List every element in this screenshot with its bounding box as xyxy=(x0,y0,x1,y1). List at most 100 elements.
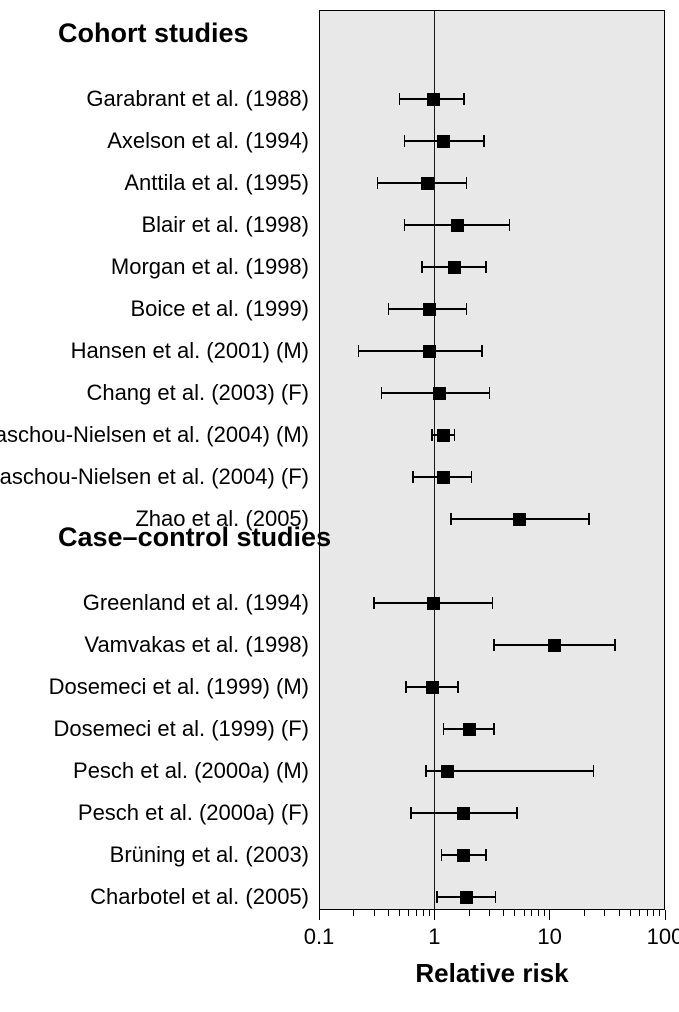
x-tick-minor xyxy=(388,910,389,916)
ci-cap-high xyxy=(463,93,465,105)
ci-line xyxy=(358,350,482,352)
point-estimate xyxy=(457,807,470,820)
ci-cap-low xyxy=(431,429,433,441)
study-label: Hansen et al. (2001) (M) xyxy=(71,338,309,364)
x-tick-minor xyxy=(531,910,532,916)
x-tick-minor xyxy=(514,910,515,916)
study-label: Greenland et al. (1994) xyxy=(83,590,309,616)
x-tick-minor xyxy=(538,910,539,916)
study-label: Brüning et al. (2003) xyxy=(110,842,309,868)
point-estimate xyxy=(423,345,436,358)
ci-cap-low xyxy=(399,93,401,105)
study-label: Raaschou-Nielsen et al. (2004) (F) xyxy=(0,464,309,490)
study-label: Vamvakas et al. (1998) xyxy=(84,632,309,658)
x-tick-minor xyxy=(423,910,424,916)
ci-cap-high xyxy=(516,807,518,819)
ci-cap-low xyxy=(404,135,406,147)
study-label: Chang et al. (2003) (F) xyxy=(86,380,309,406)
ci-cap-low xyxy=(441,849,443,861)
ci-cap-low xyxy=(450,513,452,525)
x-tick-minor xyxy=(647,910,648,916)
x-tick-minor xyxy=(374,910,375,916)
point-estimate xyxy=(423,303,436,316)
point-estimate xyxy=(437,471,450,484)
study-label: Pesch et al. (2000a) (F) xyxy=(78,800,309,826)
x-tick-minor xyxy=(469,910,470,916)
ci-cap-low xyxy=(425,765,427,777)
study-label: Axelson et al. (1994) xyxy=(107,128,309,154)
ci-cap-high xyxy=(493,723,495,735)
point-estimate xyxy=(433,387,446,400)
x-tick-minor xyxy=(503,910,504,916)
reference-line xyxy=(434,10,435,910)
study-label: Raaschou-Nielsen et al. (2004) (M) xyxy=(0,422,309,448)
x-tick-minor xyxy=(524,910,525,916)
ci-cap-low xyxy=(373,597,375,609)
forest-plot-area xyxy=(319,10,665,910)
ci-cap-high xyxy=(588,513,590,525)
ci-cap-high xyxy=(485,849,487,861)
point-estimate xyxy=(463,723,476,736)
ci-cap-low xyxy=(436,891,438,903)
x-tick-minor xyxy=(619,910,620,916)
x-tick-minor xyxy=(489,910,490,916)
x-tick-minor xyxy=(544,910,545,916)
point-estimate xyxy=(460,891,473,904)
ci-cap-high xyxy=(495,891,497,903)
ci-cap-high xyxy=(466,177,468,189)
x-tick-minor xyxy=(639,910,640,916)
x-tick-minor xyxy=(408,910,409,916)
point-estimate xyxy=(421,177,434,190)
x-tick-minor xyxy=(399,910,400,916)
ci-cap-low xyxy=(405,681,407,693)
study-label: Pesch et al. (2000a) (M) xyxy=(73,758,309,784)
x-tick-major xyxy=(319,910,320,920)
study-label: Boice et al. (1999) xyxy=(130,296,309,322)
x-tick-major xyxy=(434,910,435,920)
x-tick-major xyxy=(549,910,550,920)
heading-cohort: Cohort studies xyxy=(58,18,249,49)
study-label: Dosemeci et al. (1999) (M) xyxy=(49,674,309,700)
point-estimate xyxy=(427,93,440,106)
x-tick-minor xyxy=(429,910,430,916)
ci-cap-low xyxy=(404,219,406,231)
study-label: Dosemeci et al. (1999) (F) xyxy=(53,716,309,742)
ci-cap-low xyxy=(377,177,379,189)
ci-cap-high xyxy=(489,387,491,399)
ci-cap-low xyxy=(443,723,445,735)
point-estimate xyxy=(448,261,461,274)
study-label: Garabrant et al. (1988) xyxy=(86,86,309,112)
ci-cap-high xyxy=(485,261,487,273)
ci-cap-high xyxy=(509,219,511,231)
heading-casecontrol: Case–control studies xyxy=(58,522,331,553)
x-tick-major xyxy=(665,910,666,920)
point-estimate xyxy=(441,765,454,778)
ci-cap-high xyxy=(481,345,483,357)
point-estimate xyxy=(427,597,440,610)
x-tick-minor xyxy=(353,910,354,916)
ci-cap-high xyxy=(454,429,456,441)
ci-cap-high xyxy=(457,681,459,693)
ci-cap-high xyxy=(614,639,616,651)
study-label: Anttila et al. (1995) xyxy=(124,170,309,196)
x-tick-minor xyxy=(630,910,631,916)
x-tick-minor xyxy=(604,910,605,916)
ci-cap-low xyxy=(493,639,495,651)
point-estimate xyxy=(457,849,470,862)
x-tick-label: 1 xyxy=(428,924,440,950)
ci-cap-low xyxy=(388,303,390,315)
ci-cap-high xyxy=(593,765,595,777)
x-tick-minor xyxy=(584,910,585,916)
study-label: Blair et al. (1998) xyxy=(141,212,309,238)
point-estimate xyxy=(437,429,450,442)
point-estimate xyxy=(548,639,561,652)
point-estimate xyxy=(451,219,464,232)
x-tick-minor xyxy=(416,910,417,916)
ci-cap-high xyxy=(492,597,494,609)
study-label: Morgan et al. (1998) xyxy=(111,254,309,280)
study-label: Charbotel et al. (2005) xyxy=(90,884,309,910)
x-tick-minor xyxy=(653,910,654,916)
ci-cap-high xyxy=(471,471,473,483)
ci-cap-low xyxy=(412,471,414,483)
ci-cap-high xyxy=(466,303,468,315)
